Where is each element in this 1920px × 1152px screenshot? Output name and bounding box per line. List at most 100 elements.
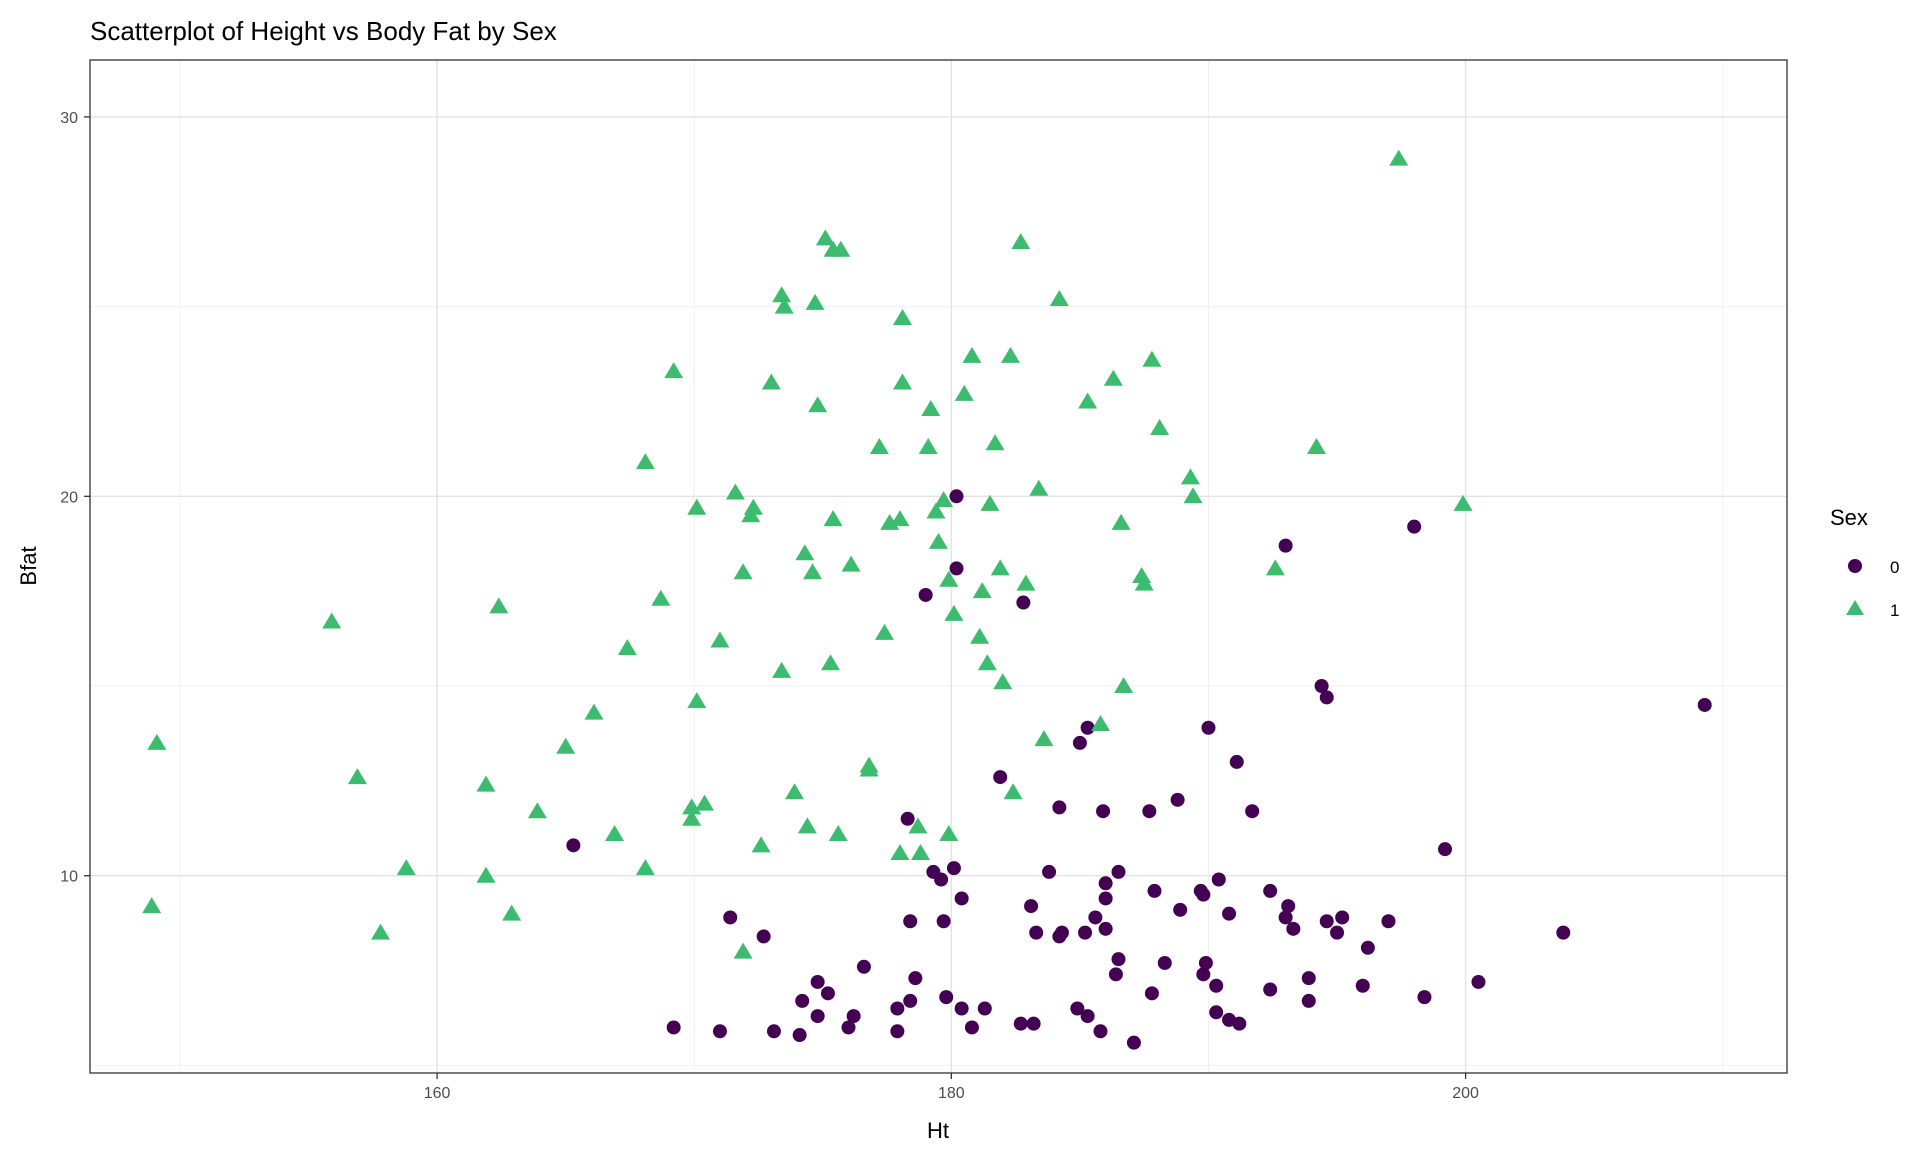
- data-point-sex-1: [584, 703, 604, 720]
- plot-panel-border: [89, 59, 1788, 1074]
- data-point-sex-0: [1029, 925, 1044, 940]
- data-point-sex-0: [1417, 990, 1432, 1005]
- data-point-sex-0: [1319, 690, 1334, 705]
- data-point-sex-1: [893, 373, 913, 390]
- data-point-sex-1: [962, 346, 982, 363]
- data-point-sex-0: [1245, 804, 1260, 819]
- data-point-sex-0: [1198, 955, 1213, 970]
- data-point-sex-1: [322, 612, 342, 629]
- legend-label-0: 0: [1890, 558, 1899, 577]
- data-point-sex-0: [1438, 842, 1453, 857]
- data-point-sex-0: [1157, 955, 1172, 970]
- data-point-sex-1: [785, 783, 805, 800]
- data-point-sex-0: [977, 1001, 992, 1016]
- data-point-sex-1: [831, 240, 851, 257]
- data-point-sex-1: [1049, 290, 1069, 307]
- data-point-sex-1: [1142, 350, 1162, 367]
- data-point-sex-1: [743, 498, 763, 515]
- data-point-sex-1: [890, 510, 910, 527]
- data-point-sex-1: [651, 589, 671, 606]
- data-point-sex-0: [1471, 974, 1486, 989]
- data-point-sex-1: [1150, 419, 1170, 436]
- data-point-sex-1: [821, 654, 841, 671]
- data-point-sex-0: [1070, 1001, 1085, 1016]
- data-point-sex-1: [1111, 513, 1131, 530]
- data-point-sex-1: [1183, 487, 1203, 504]
- data-point-sex-1: [1078, 392, 1098, 409]
- data-point-sex-0: [1263, 883, 1278, 898]
- data-point-sex-0: [1072, 735, 1087, 750]
- x-tick-label: 160: [424, 1085, 451, 1102]
- data-point-sex-0: [1556, 925, 1571, 940]
- data-point-sex-0: [1278, 910, 1293, 925]
- data-point-sex-0: [1147, 883, 1162, 898]
- data-point-sex-1: [371, 923, 391, 940]
- data-point-sex-0: [1111, 864, 1126, 879]
- data-point-sex-0: [1013, 1016, 1028, 1031]
- data-point-sex-0: [1381, 914, 1396, 929]
- data-point-sex-1: [993, 673, 1013, 690]
- data-point-sex-1: [751, 836, 771, 853]
- data-point-sex-1: [1029, 479, 1049, 496]
- data-point-sex-0: [1314, 679, 1329, 694]
- y-tick-label: 10: [60, 869, 78, 886]
- data-point-sex-1: [805, 293, 825, 310]
- data-point-sex-0: [949, 561, 964, 576]
- data-point-sex-0: [856, 959, 871, 974]
- data-points: [142, 149, 1712, 1050]
- data-point-sex-0: [1263, 982, 1278, 997]
- data-point-sex-1: [869, 437, 889, 454]
- data-point-sex-1: [929, 532, 948, 549]
- data-point-sex-1: [970, 627, 990, 644]
- data-point-sex-1: [142, 897, 162, 914]
- data-point-sex-0: [939, 990, 954, 1005]
- data-point-sex-0: [820, 986, 835, 1001]
- data-point-sex-0: [1232, 1016, 1247, 1031]
- gridlines: [90, 60, 1787, 1073]
- data-point-sex-0: [1098, 921, 1113, 936]
- data-point-sex-0: [841, 1020, 856, 1035]
- data-point-sex-0: [1024, 899, 1039, 914]
- data-point-sex-1: [710, 631, 730, 648]
- data-point-sex-1: [815, 229, 835, 246]
- data-point-sex-1: [939, 824, 959, 841]
- data-point-sex-0: [1016, 595, 1031, 610]
- data-point-sex-0: [934, 872, 949, 887]
- legend-title: Sex: [1830, 505, 1868, 530]
- data-point-sex-1: [617, 639, 637, 656]
- data-point-sex-1: [921, 400, 941, 417]
- data-point-sex-1: [980, 494, 1000, 511]
- data-point-sex-1: [977, 654, 997, 671]
- data-point-sex-0: [1319, 914, 1334, 929]
- data-point-sex-0: [1093, 1024, 1108, 1039]
- data-point-sex-0: [890, 1001, 905, 1016]
- data-point-sex-0: [1080, 1009, 1095, 1024]
- data-point-sex-1: [774, 297, 794, 314]
- data-point-sex-1: [687, 692, 707, 709]
- data-point-sex-0: [756, 929, 771, 944]
- data-point-sex-0: [954, 1001, 969, 1016]
- data-point-sex-1: [396, 859, 416, 876]
- data-point-sex-1: [875, 623, 895, 640]
- data-point-sex-0: [846, 1009, 861, 1024]
- data-point-sex-0: [1335, 910, 1350, 925]
- data-point-sex-1: [687, 498, 707, 515]
- chart-title: Scatterplot of Height vs Body Fat by Sex: [90, 16, 557, 46]
- data-point-sex-0: [723, 910, 738, 925]
- data-point-sex-1: [1011, 233, 1031, 250]
- data-point-sex-0: [1080, 720, 1095, 735]
- data-point-sex-1: [476, 866, 496, 883]
- data-point-sex-0: [946, 861, 961, 876]
- data-point-sex-0: [1201, 720, 1216, 735]
- data-point-sex-1: [911, 843, 931, 860]
- data-point-sex-0: [1407, 519, 1422, 534]
- data-point-sex-0: [1108, 967, 1123, 982]
- data-point-sex-1: [1134, 574, 1154, 591]
- data-point-sex-0: [766, 1024, 781, 1039]
- data-point-sex-0: [1697, 697, 1712, 712]
- data-point-sex-1: [476, 775, 496, 792]
- data-point-sex-0: [1126, 1035, 1141, 1050]
- data-point-sex-1: [859, 756, 879, 773]
- data-point-sex-0: [1209, 978, 1224, 993]
